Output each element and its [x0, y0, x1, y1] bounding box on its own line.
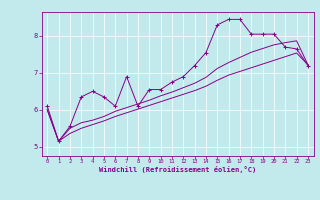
X-axis label: Windchill (Refroidissement éolien,°C): Windchill (Refroidissement éolien,°C): [99, 166, 256, 173]
